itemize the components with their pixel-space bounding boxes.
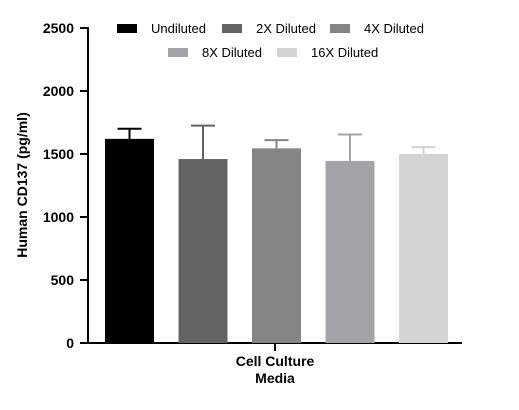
legend-label: 4X Diluted bbox=[364, 21, 424, 36]
legend-swatch bbox=[117, 24, 137, 33]
bar bbox=[252, 148, 301, 343]
bar bbox=[105, 138, 154, 343]
bar bbox=[178, 159, 228, 343]
y-tick-label: 500 bbox=[51, 272, 75, 288]
legend: Undiluted 2X Diluted 4X Diluted 8X Diluted 1… bbox=[117, 21, 424, 60]
y-tick-label: 1500 bbox=[43, 146, 74, 162]
legend-swatch bbox=[222, 24, 242, 33]
x-axis-title-line-1: Cell Culture bbox=[236, 353, 315, 369]
legend-label: 2X Diluted bbox=[256, 21, 316, 36]
legend-swatch bbox=[277, 48, 297, 57]
y-tick-label: 2000 bbox=[43, 83, 74, 99]
bars-group bbox=[105, 138, 448, 343]
legend-label: 16X Diluted bbox=[311, 45, 378, 60]
legend-label: 8X Diluted bbox=[202, 45, 262, 60]
bar bbox=[399, 154, 448, 343]
legend-label: Undiluted bbox=[151, 21, 206, 36]
y-tick-label: 0 bbox=[66, 335, 74, 351]
legend-swatch bbox=[330, 24, 350, 33]
y-axis-ticks: 0 500 1000 1500 2000 2500 bbox=[43, 20, 88, 351]
x-axis-title-line-2: Media bbox=[255, 370, 295, 386]
bar bbox=[325, 160, 375, 343]
legend-swatch bbox=[168, 48, 188, 57]
y-tick-label: 2500 bbox=[43, 20, 74, 36]
y-tick-label: 1000 bbox=[43, 209, 74, 225]
y-axis-title: Human CD137 (pg/ml) bbox=[14, 112, 30, 257]
error-bars-group bbox=[117, 124, 436, 161]
